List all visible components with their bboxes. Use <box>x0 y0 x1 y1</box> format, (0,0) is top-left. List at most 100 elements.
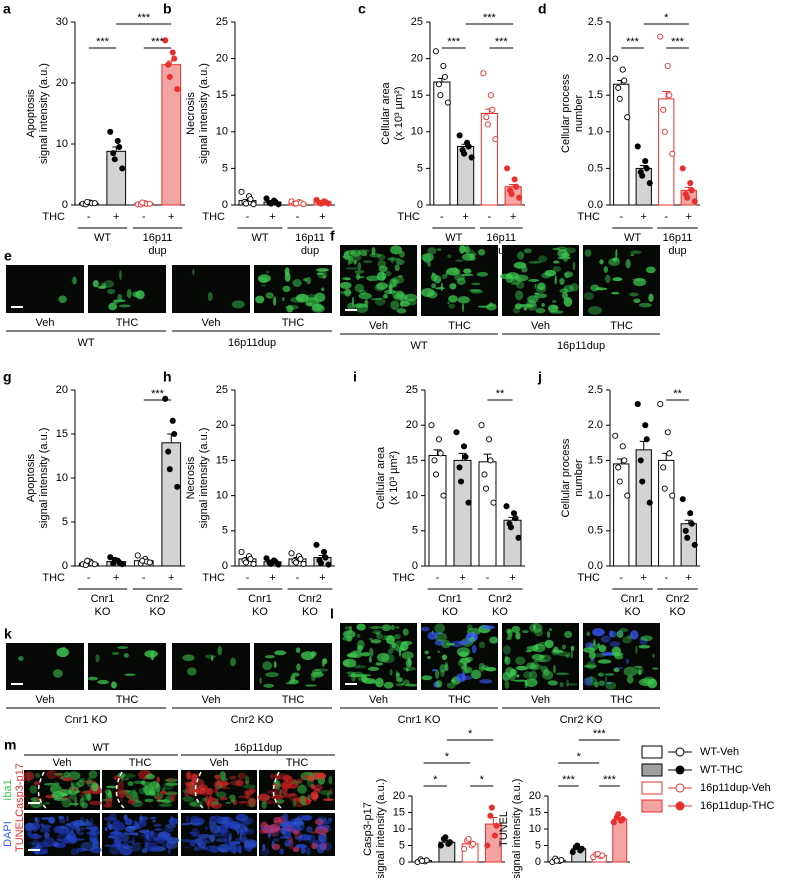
micrograph-signal <box>385 271 391 276</box>
micrograph-signal <box>306 848 310 855</box>
treatment-label: + <box>269 572 275 584</box>
data-point <box>442 74 447 79</box>
micrograph-signal <box>393 293 407 301</box>
y-tick-label: 2.0 <box>588 53 603 65</box>
micrograph-signal <box>261 848 270 856</box>
group-label: 16p11dup <box>557 340 605 352</box>
micrograph-signal <box>97 680 109 684</box>
micrograph-signal <box>292 279 301 287</box>
row-label: THC <box>392 572 415 584</box>
micrograph-signal <box>553 665 556 673</box>
micrograph-signal <box>286 783 288 793</box>
data-point <box>689 521 694 526</box>
micrograph-signal <box>515 290 523 300</box>
micrograph-signal <box>205 827 208 830</box>
row-label: THC <box>42 211 65 223</box>
micrograph-signal <box>266 271 269 274</box>
panel-letter: h <box>163 369 172 385</box>
micrograph-signal <box>605 275 611 283</box>
micrograph-signal <box>208 292 213 301</box>
legend-label: WT-THC <box>700 764 743 776</box>
micrograph-signal <box>219 771 225 780</box>
micrograph-signal <box>181 839 191 842</box>
data-point <box>617 96 622 101</box>
data-point <box>170 50 175 55</box>
micrograph-signal <box>257 794 270 801</box>
data-point <box>438 451 443 456</box>
panel-letter: c <box>358 1 366 17</box>
y-axis-label: number <box>573 95 585 133</box>
micrograph-signal <box>217 646 222 656</box>
micrograph-signal <box>384 290 396 294</box>
group-label: KO <box>625 606 641 618</box>
treatment-label: + <box>319 211 325 223</box>
micrograph-signal <box>127 289 132 298</box>
data-point <box>662 486 667 491</box>
condition-label: Veh <box>210 757 229 769</box>
micrograph-signal <box>245 792 249 799</box>
micrograph-signal <box>598 659 612 663</box>
micrograph-signal <box>283 793 291 798</box>
micrograph-signal <box>467 624 472 630</box>
y-tick-label: 15 <box>393 806 405 818</box>
group-label: Cnr2 <box>666 593 690 605</box>
data-point <box>486 437 491 442</box>
micrograph-signal <box>368 667 379 671</box>
micrograph-signal <box>535 284 537 289</box>
micrograph-signal <box>553 260 559 263</box>
legend-marker <box>676 802 684 810</box>
micrograph-signal <box>265 292 273 298</box>
micrograph-signal <box>477 272 488 277</box>
y-axis-label: (x 10³ µm²) <box>393 86 405 140</box>
data-point <box>239 189 244 194</box>
treatment-label: + <box>319 572 325 584</box>
micrograph-signal <box>296 294 309 303</box>
data-point <box>112 557 117 562</box>
legend-swatch <box>642 800 662 812</box>
micrograph-signal <box>138 820 147 827</box>
micrograph-signal <box>445 661 448 666</box>
micrograph-signal <box>81 791 92 795</box>
micrograph-signal <box>241 803 243 805</box>
micrograph-signal <box>482 625 495 629</box>
condition-label: Veh <box>53 757 72 769</box>
micrograph-signal <box>80 797 84 807</box>
micrograph-signal <box>352 297 354 306</box>
micrograph-signal <box>198 834 211 839</box>
micrograph-signal <box>279 848 284 854</box>
micrograph-signal <box>630 250 641 254</box>
row-label: THC <box>202 211 225 223</box>
micrograph-signal <box>635 646 637 654</box>
micrograph-signal <box>627 675 634 683</box>
y-tick-label: 15 <box>56 428 68 440</box>
data-point <box>447 840 452 845</box>
data-point <box>170 418 175 423</box>
y-tick-label: 25 <box>411 16 423 28</box>
significance-label: *** <box>495 36 509 48</box>
data-point <box>318 561 323 566</box>
micrograph-signal <box>591 659 595 661</box>
data-point <box>575 843 580 848</box>
micrograph-signal <box>612 277 622 281</box>
micrograph-signal <box>319 838 325 846</box>
y-tick-label: 10 <box>529 823 541 835</box>
y-tick-label: 1.0 <box>588 490 603 502</box>
y-tick-label: 10 <box>406 490 418 502</box>
micrograph-signal <box>224 838 229 848</box>
data-point <box>167 74 172 79</box>
y-axis-label: signal intensity (a.u.) <box>198 63 210 164</box>
micrograph-signal <box>598 673 604 677</box>
condition-label: Veh <box>369 694 388 706</box>
micrograph-signal <box>345 267 358 269</box>
row-label: THC <box>42 572 65 584</box>
micrograph-signal <box>44 832 50 838</box>
micrograph-signal <box>225 802 231 804</box>
micrograph-signal <box>463 268 471 273</box>
micrograph-signal <box>301 847 306 854</box>
group-label: dup <box>668 245 686 257</box>
y-tick-label: 2.5 <box>588 384 603 396</box>
micrograph-signal <box>633 278 646 286</box>
data-point <box>441 63 446 68</box>
micrograph-signal <box>397 308 407 313</box>
data-point <box>471 841 476 846</box>
